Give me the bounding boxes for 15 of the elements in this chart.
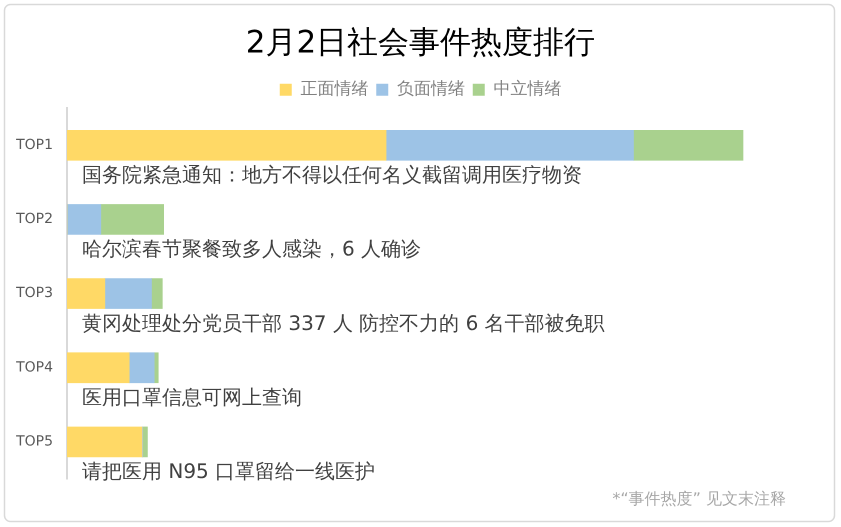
text: *“事件热度” 见文末注释 <box>612 489 786 508</box>
y-tick-label: TOP4 <box>15 359 54 376</box>
y-tick-label: TOP1 <box>15 136 53 153</box>
annotation: 医用口罩信息可网上查询 <box>82 384 302 409</box>
y-tick-label: TOP2 <box>15 211 53 228</box>
y-tick-label: TOP5 <box>15 434 53 450</box>
annotation: 国务院紧急通知：地方不得以任何名义截留调用医疗物资 <box>82 162 582 186</box>
chart-title: 2月2日社会事件热度排行 <box>246 24 596 61</box>
annotation: 哈尔滨春节聚餐致多人感染，6 人确诊 <box>82 236 422 261</box>
legend-label: 正面情绪 <box>300 79 368 100</box>
annotation: 请把医用 N95 口罩留给一线医护 <box>82 459 376 484</box>
legend-label: 负面情绪 <box>396 79 465 100</box>
legend-label: 中立情绪 <box>493 79 562 100</box>
annotation: 黄冈处理处分党员干部 337 人 防控不力的 6 名干部被免职 <box>82 310 605 335</box>
y-tick-label: TOP3 <box>15 285 53 302</box>
